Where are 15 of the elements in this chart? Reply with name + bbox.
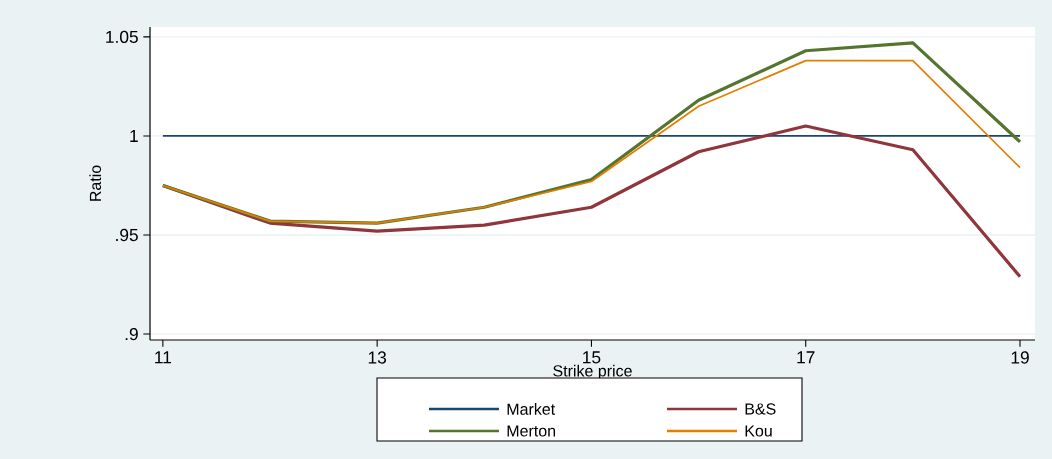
legend-label: B&S bbox=[745, 403, 776, 415]
y-axis-title: Ratio bbox=[89, 165, 102, 201]
y-tick-label: 1 bbox=[130, 129, 138, 142]
y-tick-label: .95 bbox=[116, 228, 138, 242]
y-tick-label: 1.05 bbox=[106, 30, 138, 44]
x-tick-label: 13 bbox=[368, 351, 387, 364]
x-tick-label: 19 bbox=[1011, 351, 1029, 364]
legend-label: Merton bbox=[507, 425, 556, 437]
x-tick-label: 11 bbox=[155, 351, 172, 364]
legend-label: Kou bbox=[745, 425, 772, 437]
y-tick-label: .9 bbox=[125, 327, 138, 341]
x-tick-label: 17 bbox=[797, 351, 815, 364]
x-tick-label: 15 bbox=[583, 351, 601, 364]
legend-label: Market bbox=[507, 403, 556, 415]
x-axis-title: Strike price bbox=[553, 364, 632, 380]
